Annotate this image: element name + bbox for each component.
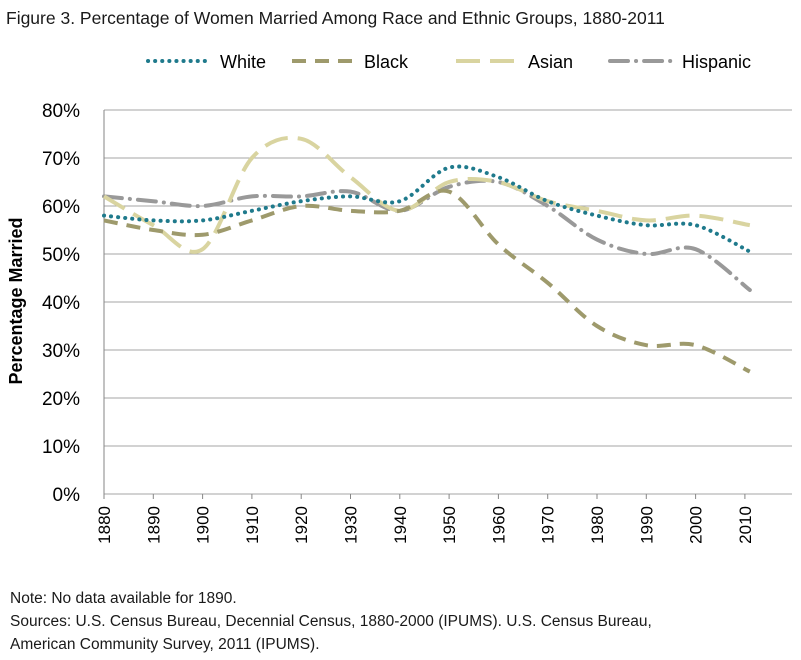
y-axis-ticks: 0% 10% 20% 30% 40% 50% 60% 70% 80%	[42, 101, 80, 506]
x-tick-label: 1890	[144, 506, 163, 544]
y-tick-label: 10%	[42, 437, 80, 458]
legend-label-hispanic: Hispanic	[682, 52, 751, 72]
y-tick-label: 0%	[53, 485, 81, 506]
y-tick-label: 50%	[42, 245, 80, 266]
legend-label-asian: Asian	[528, 52, 573, 72]
x-tick-label: 1980	[588, 506, 607, 544]
y-tick-label: 80%	[42, 101, 80, 122]
x-axis-ticks: 1880 1890 1900 1910 1920 1930 1940 1950 1960 1970…	[95, 494, 755, 544]
x-tick-label: 1990	[637, 506, 656, 544]
grid-lines	[103, 109, 792, 495]
x-tick-label: 1960	[489, 506, 508, 544]
legend-label-white: White	[220, 52, 266, 72]
x-tick-label: 1900	[194, 506, 213, 544]
x-tick-label: 1930	[342, 506, 361, 544]
x-tick-label: 1910	[243, 506, 262, 544]
figure-title: Figure 3. Percentage of Women Married Am…	[6, 8, 665, 28]
y-tick-label: 30%	[42, 341, 80, 362]
series-line-black	[103, 188, 751, 374]
y-axis-label: Percentage Married	[6, 217, 26, 384]
x-tick-label: 1940	[391, 506, 410, 544]
y-tick-label: 60%	[42, 197, 80, 218]
series-lines	[102, 135, 752, 374]
y-tick-label: 70%	[42, 149, 80, 170]
x-tick-label: 1950	[440, 506, 459, 544]
x-tick-label: 1920	[292, 506, 311, 544]
note-line: Note: No data available for 1890.	[10, 590, 237, 607]
x-tick-label: 2010	[736, 506, 755, 544]
series-line-white	[102, 164, 752, 254]
x-tick-label: 1880	[95, 506, 114, 544]
source-line-1: Sources: U.S. Census Bureau, Decennial C…	[10, 613, 652, 630]
y-tick-label: 20%	[42, 389, 80, 410]
legend-label-black: Black	[364, 52, 409, 72]
legend: White Black Asian Hispanic	[146, 52, 751, 72]
x-tick-label: 1970	[539, 506, 558, 544]
x-tick-label: 2000	[687, 506, 706, 544]
line-chart: 0%10%20%30%40%50%60%70%80% 1880 1890 1900 1…	[6, 52, 792, 544]
source-line-2: American Community Survey, 2011 (IPUMS).	[10, 636, 320, 653]
y-tick-label: 40%	[42, 293, 80, 314]
